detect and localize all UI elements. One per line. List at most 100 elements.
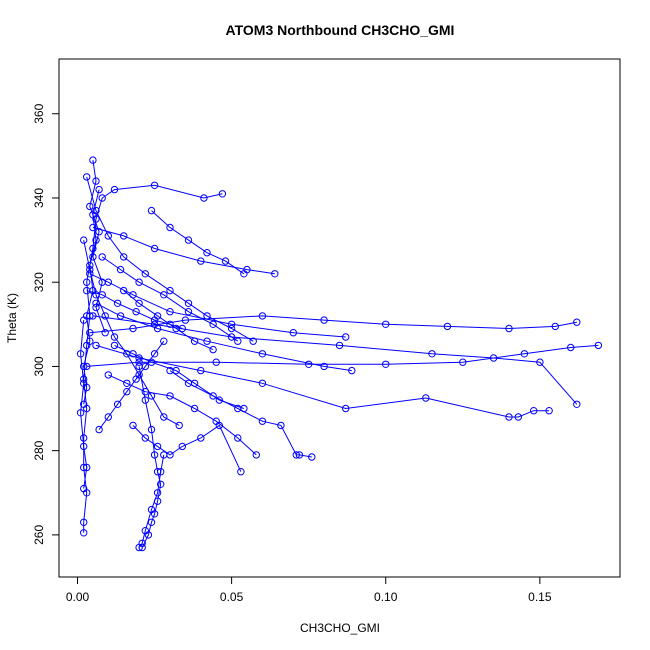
data-point (203, 249, 211, 257)
data-point (89, 253, 97, 261)
data-point (227, 324, 236, 333)
data-point (98, 278, 106, 286)
data-point (120, 232, 128, 240)
data-point (200, 194, 208, 202)
y-tick-label: 340 (32, 188, 46, 208)
data-point (505, 413, 513, 421)
data-point (209, 320, 217, 328)
data-point (203, 337, 211, 345)
data-point (308, 453, 316, 461)
series-line (92, 227, 275, 275)
data-point (113, 299, 122, 307)
data-point (95, 228, 103, 236)
data-point (234, 337, 242, 345)
series-line (151, 210, 245, 275)
data-point (86, 270, 94, 278)
data-point (545, 407, 553, 415)
data-point (209, 392, 217, 400)
data-point (120, 253, 128, 261)
data-point (184, 236, 193, 244)
data-point (150, 350, 159, 358)
data-point (129, 350, 137, 358)
data-point (514, 413, 522, 421)
data-point (104, 232, 113, 240)
data-point (567, 343, 575, 352)
data-point (141, 388, 150, 396)
data-point (80, 529, 88, 537)
series-layer (76, 156, 603, 552)
data-point (141, 270, 150, 278)
data-point (157, 480, 165, 488)
data-point (123, 388, 131, 396)
data-point (277, 421, 285, 430)
data-point (135, 278, 143, 286)
data-point (138, 543, 146, 552)
data-point (520, 350, 529, 358)
series-line (83, 189, 100, 405)
data-point (240, 404, 248, 413)
x-axis: 0.00 0.05 0.10 0.15 (66, 576, 552, 604)
data-point (271, 270, 279, 278)
series-line (92, 315, 578, 405)
data-point (292, 451, 300, 459)
series-line (80, 320, 88, 489)
data-point (153, 312, 162, 320)
series-line (138, 454, 165, 548)
data-point (181, 316, 190, 324)
data-point (141, 396, 150, 404)
data-point (138, 539, 146, 547)
data-point (172, 324, 180, 333)
series-line (98, 340, 165, 430)
data-point (197, 257, 205, 265)
data-point (83, 286, 91, 295)
data-point (80, 442, 88, 451)
data-point (459, 358, 467, 366)
data-point (147, 518, 156, 526)
data-point (172, 366, 180, 375)
data-point (132, 375, 140, 383)
data-point (157, 468, 165, 476)
data-point (110, 341, 119, 350)
data-point (141, 434, 150, 442)
data-point (150, 244, 159, 253)
data-point (234, 434, 242, 442)
data-point (166, 392, 174, 400)
data-point (98, 194, 106, 202)
data-point (249, 337, 257, 345)
data-point (166, 223, 174, 232)
data-point (160, 413, 168, 421)
data-point (92, 177, 100, 185)
data-point (382, 360, 390, 368)
data-point (120, 286, 128, 295)
data-point (218, 190, 227, 198)
data-point (342, 333, 350, 341)
data-point (89, 156, 97, 164)
data-point (227, 333, 236, 341)
data-point (83, 278, 91, 286)
data-point (147, 206, 156, 215)
data-point (83, 173, 91, 181)
data-point (147, 505, 156, 514)
data-point (160, 337, 168, 345)
data-point (160, 291, 168, 299)
data-point (132, 308, 140, 316)
data-point (209, 345, 217, 354)
data-point (166, 286, 174, 295)
series-line (86, 344, 599, 367)
series-line (83, 239, 180, 426)
data-point (135, 358, 143, 366)
data-point (80, 316, 88, 324)
data-point (320, 316, 328, 324)
data-point (190, 404, 199, 413)
data-point (166, 308, 174, 316)
data-point (80, 484, 88, 493)
data-point (86, 337, 94, 345)
data-point (252, 451, 260, 459)
series-line (89, 273, 346, 338)
data-point (123, 379, 131, 387)
data-point (178, 442, 187, 451)
data-point (113, 400, 122, 408)
series-line (89, 160, 106, 333)
data-point (104, 371, 113, 379)
